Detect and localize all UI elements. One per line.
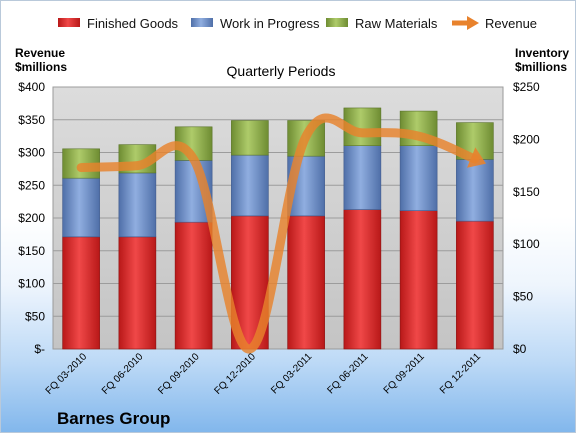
right-tick-label-3: $150 xyxy=(513,185,540,199)
bar-finished-goods-6 xyxy=(343,209,382,350)
category-label-5: FQ 03-2011 xyxy=(269,351,314,396)
bar-finished-goods-8 xyxy=(456,220,494,350)
legend-label-revenue: Revenue xyxy=(485,16,537,31)
left-tick-label-8: $400 xyxy=(18,80,45,94)
company-name: Barnes Group xyxy=(57,409,170,428)
right-tick-label-1: $50 xyxy=(513,290,533,304)
left-axis-title-line2: $millions xyxy=(15,60,67,74)
legend: Finished Goods Work in Progress Raw Mate… xyxy=(58,16,537,31)
bar-work-in-progress-4 xyxy=(231,154,269,217)
bar-work-in-progress-1 xyxy=(62,177,100,238)
legend-label-work-in-progress: Work in Progress xyxy=(220,16,320,31)
revenue-line xyxy=(76,113,486,354)
category-label-7: FQ 09-2011 xyxy=(382,351,427,396)
category-label-2: FQ 06-2010 xyxy=(100,351,146,397)
left-tick-label-6: $300 xyxy=(18,146,45,160)
bar-finished-goods-5 xyxy=(287,215,325,350)
bar-work-in-progress-7 xyxy=(399,145,438,211)
bar-raw-materials-4 xyxy=(231,120,269,156)
bar-finished-goods-7 xyxy=(399,210,438,350)
revenue-arrow-head xyxy=(467,147,486,168)
left-tick-label-1: $50 xyxy=(25,309,45,323)
category-label-6: FQ 06-2011 xyxy=(326,351,371,396)
legend-swatch-work-in-progress xyxy=(191,18,213,27)
left-axis-title-line1: Revenue xyxy=(15,46,65,60)
left-tick-label-7: $350 xyxy=(18,113,45,127)
left-tick-label-3: $150 xyxy=(18,244,45,258)
left-tick-label-2: $100 xyxy=(18,277,45,291)
category-label-1: FQ 03-2010 xyxy=(44,351,90,397)
bar-work-in-progress-6 xyxy=(343,145,382,210)
left-tick-label-5: $250 xyxy=(18,178,45,192)
revenue-line-path xyxy=(76,113,480,354)
category-label-3: FQ 09-2010 xyxy=(156,351,202,397)
bar-finished-goods-2 xyxy=(118,236,157,350)
category-labels: FQ 03-2010 FQ 06-2010 FQ 09-2010 FQ 12-2010… xyxy=(44,351,484,397)
left-tick-label-0: $- xyxy=(34,342,45,356)
plot-title: Quarterly Periods xyxy=(227,63,336,79)
right-tick-label-4: $200 xyxy=(513,132,540,146)
legend-swatch-raw-materials xyxy=(326,18,348,27)
bar-work-in-progress-2 xyxy=(118,172,157,238)
right-tick-label-2: $100 xyxy=(513,237,540,251)
right-axis-title-line1: Inventory xyxy=(515,46,569,60)
left-tick-label-4: $200 xyxy=(18,211,45,225)
right-tick-label-0: $0 xyxy=(513,342,527,356)
right-tick-label-5: $250 xyxy=(513,80,540,94)
legend-swatch-finished-goods xyxy=(58,18,80,27)
bar-work-in-progress-8 xyxy=(456,159,494,222)
legend-swatch-revenue xyxy=(452,16,479,30)
category-label-4: FQ 12-2010 xyxy=(212,351,258,397)
legend-label-finished-goods: Finished Goods xyxy=(87,16,179,31)
legend-label-raw-materials: Raw Materials xyxy=(355,16,438,31)
category-label-8: FQ 12-2011 xyxy=(438,351,483,396)
bar-finished-goods-1 xyxy=(62,236,100,350)
bar-finished-goods-3 xyxy=(174,221,213,350)
right-axis-ticks: $0 $50 $100 $150 $200 $250 xyxy=(513,80,540,356)
bars xyxy=(62,107,494,350)
left-axis-ticks: $- $50 $100 $150 $200 $250 $300 $350 $400 xyxy=(18,80,45,356)
right-axis-title-line2: $millions xyxy=(515,60,567,74)
